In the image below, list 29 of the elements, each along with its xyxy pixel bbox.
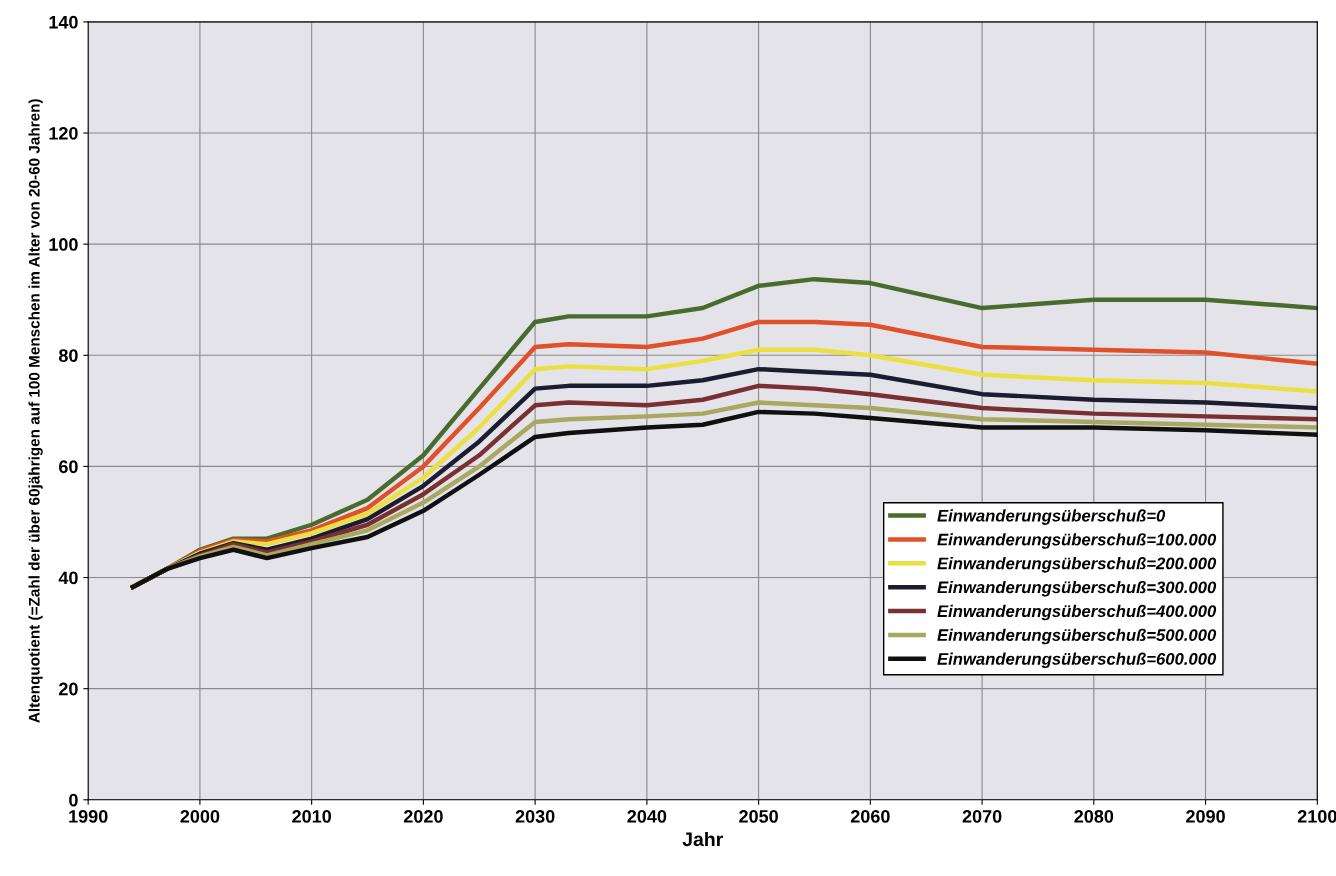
x-axis-title: Jahr: [682, 831, 723, 847]
y-tick-label: 120: [49, 126, 78, 140]
x-tick-label: 2000: [180, 809, 220, 823]
y-tick-label: 20: [59, 682, 78, 696]
legend-label: Einwanderungsüberschuß=600.000: [937, 652, 1217, 669]
legend-label: Einwanderungsüberschuß=200.000: [937, 557, 1217, 573]
x-tick-label: 1990: [69, 809, 108, 823]
x-tick-label: 2010: [292, 809, 331, 823]
y-tick-label: 100: [49, 238, 78, 251]
legend-label: Einwanderungsüberschuß=400.000: [937, 604, 1217, 621]
y-tick-label: 0: [69, 793, 78, 807]
x-tick-label: 2070: [962, 809, 1002, 823]
legend-label: Einwanderungsüberschuß=500.000: [937, 628, 1217, 645]
legend-label: Einwanderungsüberschuß=300.000: [937, 580, 1217, 597]
x-tick-label: 2090: [1186, 809, 1225, 823]
y-tick-label: 60: [59, 460, 78, 474]
x-tick-label: 2060: [850, 809, 890, 823]
x-tick-label: 2050: [739, 809, 778, 823]
legend-label: Einwanderungsüberschuß=0: [937, 509, 1166, 525]
y-tick-label: 140: [49, 15, 78, 29]
y-tick-label: 80: [58, 349, 78, 362]
x-tick-label: 2020: [403, 809, 443, 823]
y-axis-title: Altenquotient (=Zahl der über 60jährigen auf 100 Menschen im Alter von 20-60 Jahren): [28, 99, 43, 723]
x-tick-label: 2030: [515, 809, 555, 823]
x-tick-label: 2100: [1297, 809, 1336, 823]
x-tick-label: 2080: [1074, 809, 1114, 823]
legend-label: Einwanderungsüberschuß=100.000: [937, 533, 1217, 549]
x-tick-label: 2040: [627, 809, 667, 823]
y-tick-label: 40: [58, 571, 78, 585]
